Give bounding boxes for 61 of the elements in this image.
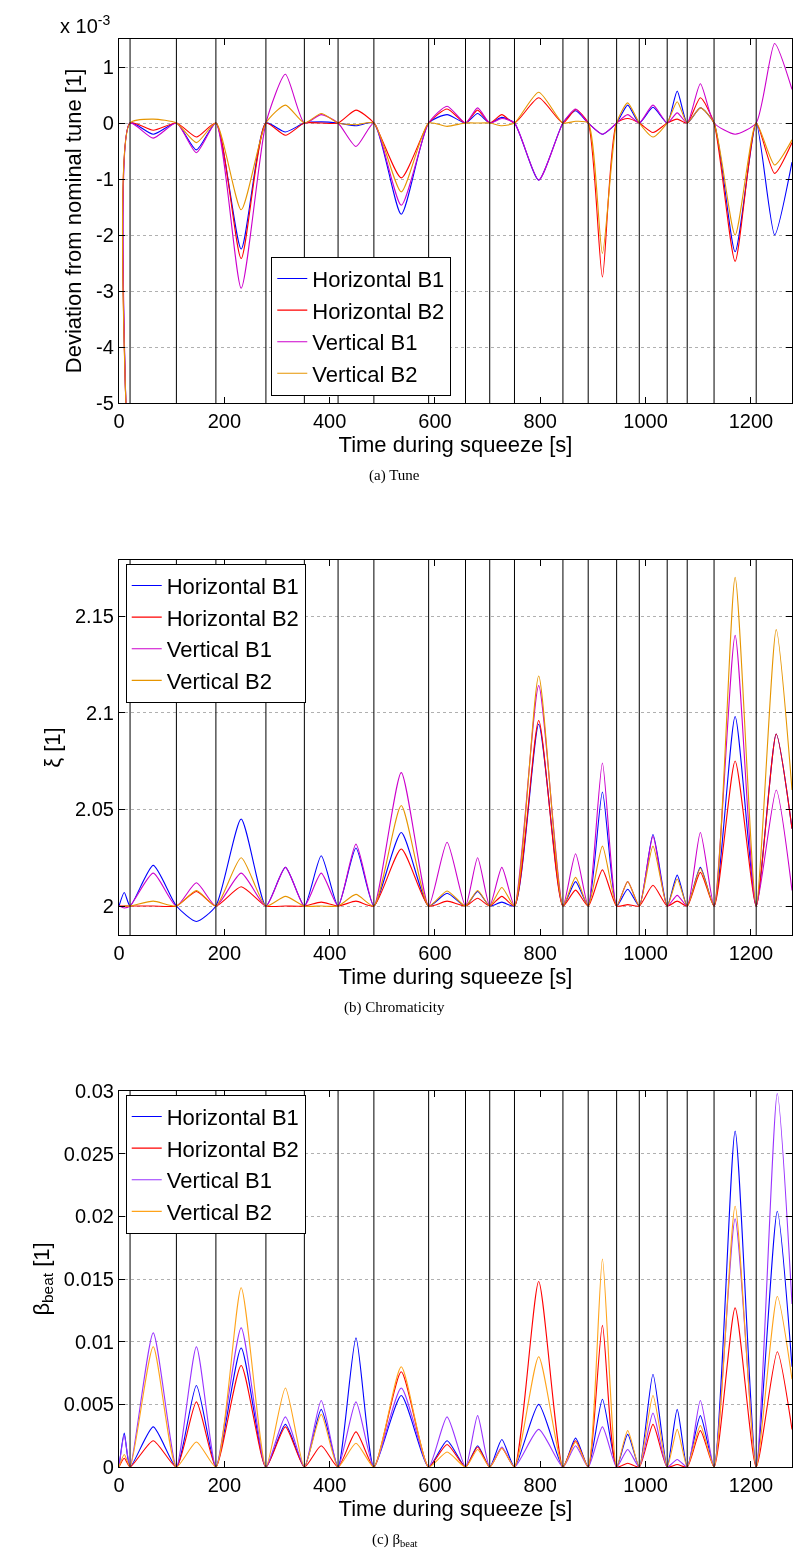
x-axis-title: Time during squeeze [s]	[338, 964, 573, 990]
y-tick-label: 0.01	[74, 1330, 114, 1353]
x-tick-label: 400	[312, 942, 347, 965]
y-tick-label: -4	[96, 336, 114, 358]
y-tick-label: 0.025	[63, 1142, 114, 1165]
y-tick-label: 0.005	[63, 1393, 114, 1416]
x-tick-label: 1200	[728, 942, 774, 965]
y-axis-title: Deviation from nominal tune [1]	[60, 68, 86, 374]
legend-label: Horizontal B2	[166, 1136, 299, 1162]
text: x 10$^{-3}$	[60, 12, 111, 38]
y-tick-label: 0	[102, 112, 114, 134]
legend-label: Horizontal B2	[166, 605, 299, 631]
y-tick-label: 2.05	[74, 798, 114, 821]
x-tick-label: 400	[312, 1474, 347, 1497]
y-tick-label: -2	[96, 224, 114, 246]
legend-label: Vertical B2	[312, 361, 418, 387]
y-tick-label: 0	[102, 1456, 114, 1478]
legend-label: Horizontal B1	[312, 267, 445, 293]
legend-label: Horizontal B1	[166, 574, 299, 600]
legend-label: Vertical B2	[166, 668, 272, 694]
legend-label: Horizontal B1	[166, 1105, 299, 1131]
legend-label: Vertical B1	[166, 637, 272, 663]
x-tick-label: 1000	[623, 942, 668, 965]
x-tick-label: 600	[418, 410, 452, 433]
x-tick-label: 1200	[728, 1474, 774, 1497]
line-series	[123, 576, 792, 907]
x-tick-label: 1200	[728, 410, 774, 433]
y-tick-label: 2.1	[86, 701, 114, 724]
x-tick-label: 200	[207, 410, 242, 433]
y-tick-label: 0.015	[63, 1268, 114, 1290]
x-tick-label: 400	[312, 410, 347, 433]
x-tick-label: 800	[523, 942, 557, 965]
legend-label: Vertical B2	[166, 1199, 272, 1225]
text: (c) β$_{beat}$	[372, 1531, 418, 1550]
text: (b) Chromaticity	[344, 999, 445, 1016]
x-tick-label: 1000	[623, 1474, 668, 1497]
x-tick-label: 800	[523, 1474, 557, 1497]
line-series	[119, 1280, 792, 1467]
y-tick-label: 2.15	[74, 605, 114, 628]
x-tick-label: 800	[523, 410, 557, 433]
legend-label: Vertical B1	[166, 1168, 272, 1194]
line-series	[119, 634, 792, 909]
legend-label: Vertical B1	[312, 330, 418, 356]
x-axis-title: Time during squeeze [s]	[338, 432, 573, 458]
x-tick-label: 600	[418, 942, 452, 965]
y-tick-label: 0.02	[74, 1205, 114, 1228]
y-tick-label: 1	[102, 56, 114, 78]
x-tick-label: 200	[207, 1474, 242, 1497]
y-tick-label: 0.03	[74, 1080, 114, 1102]
x-tick-label: 200	[207, 942, 242, 965]
y-axis-title: ξ [1]	[39, 727, 65, 768]
x-tick-label: 600	[418, 1474, 452, 1497]
line-series	[119, 1205, 792, 1467]
y-tick-label: -3	[96, 280, 114, 302]
legend-label: Horizontal B2	[312, 298, 445, 324]
text: (a) Tune	[369, 467, 420, 484]
y-tick-label: 2	[102, 895, 114, 918]
x-axis-title: Time during squeeze [s]	[338, 1496, 573, 1522]
y-tick-label: -5	[96, 392, 114, 414]
y-tick-label: -1	[96, 168, 114, 190]
x-tick-label: 1000	[623, 410, 668, 433]
